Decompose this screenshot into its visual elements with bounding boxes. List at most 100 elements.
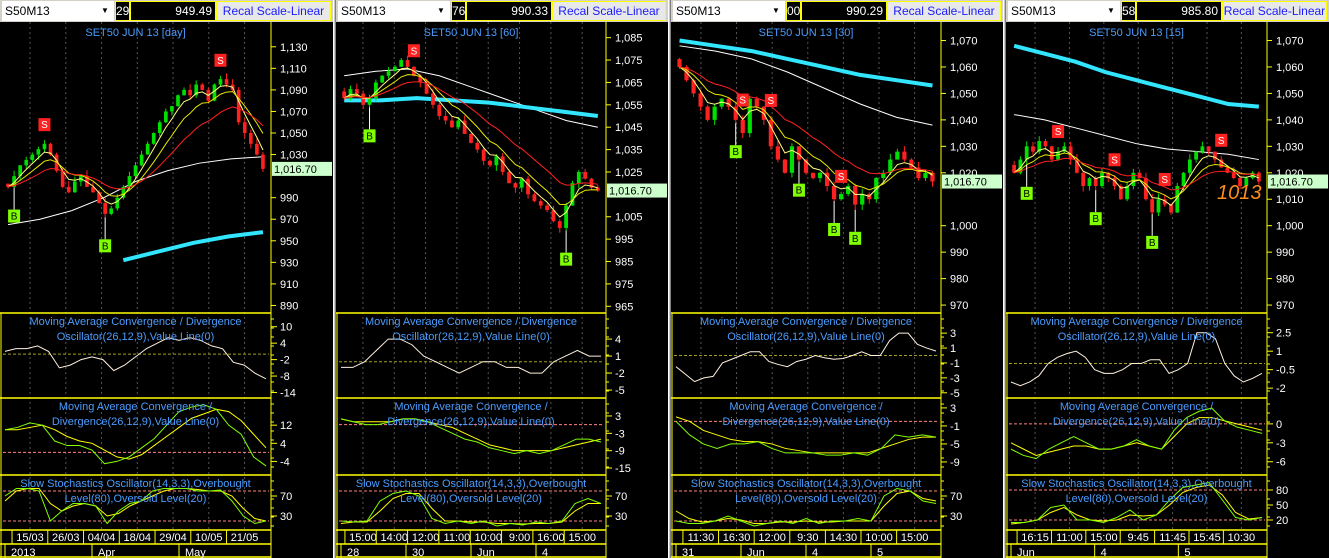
candle bbox=[726, 98, 731, 107]
indicator-title: Moving Average Convergence / Divergence bbox=[30, 316, 242, 328]
candle bbox=[789, 146, 795, 173]
chart-toolbar: S50M13 ▼ 00 990.29 Recal Scale-Linear bbox=[671, 0, 1003, 22]
indicator-tick-label: -5 bbox=[615, 385, 625, 397]
buy-signal[interactable] bbox=[99, 239, 112, 253]
price-chart[interactable]: SET50 JUN 13 [30] 1,070 1,060 1,050 1,040 1,0… bbox=[671, 22, 1003, 558]
sell-signal[interactable] bbox=[764, 93, 777, 107]
buy-signal[interactable] bbox=[828, 223, 841, 237]
indicator-tick-label: 1 bbox=[950, 343, 956, 355]
chevron-down-icon[interactable]: ▼ bbox=[772, 6, 780, 15]
indicator-title: Divergence(26,12,9),Value Line(0) bbox=[52, 416, 219, 428]
date-label: 11:00 bbox=[444, 532, 471, 544]
sell-signal[interactable] bbox=[1158, 172, 1171, 186]
date-label: 10:30 bbox=[1228, 532, 1256, 544]
candle bbox=[1037, 141, 1042, 152]
last-price-tag bbox=[1268, 174, 1328, 189]
date-label: 15:00 bbox=[568, 532, 596, 544]
buy-signal[interactable] bbox=[1020, 186, 1033, 200]
sell-signal[interactable] bbox=[736, 93, 749, 107]
panel-splitter[interactable] bbox=[668, 0, 671, 558]
sell-signal[interactable] bbox=[1215, 133, 1228, 147]
panel-splitter[interactable] bbox=[1003, 0, 1006, 558]
candle bbox=[1169, 204, 1173, 213]
recal-scale-button[interactable]: Recal Scale-Linear bbox=[552, 1, 666, 21]
candle bbox=[12, 176, 16, 187]
sell-signal[interactable] bbox=[38, 118, 51, 132]
symbol-select[interactable]: S50M13 ▼ bbox=[1008, 1, 1120, 21]
candle bbox=[570, 183, 575, 206]
candle bbox=[139, 154, 144, 166]
date-label: 9:00 bbox=[509, 532, 530, 544]
candle bbox=[236, 89, 241, 123]
last-price-value: 1,016.70 bbox=[609, 186, 652, 198]
symbol-select[interactable]: S50M13 ▼ bbox=[673, 1, 785, 21]
price-chart[interactable]: SET50 JUN 13 [day] 1,130 1,110 1,090 1,070 1,… bbox=[0, 22, 333, 558]
sell-signal[interactable] bbox=[835, 169, 848, 183]
candle bbox=[200, 84, 205, 90]
candle bbox=[1244, 178, 1249, 187]
chevron-down-icon[interactable]: ▼ bbox=[101, 6, 109, 15]
date-label: 16:30 bbox=[723, 532, 751, 544]
price-chart[interactable]: SET50 JUN 13 [60] 1,085 1,075 1,065 1,055 1,0… bbox=[336, 22, 668, 558]
macd2-yellow-line bbox=[340, 418, 602, 452]
candle bbox=[1200, 146, 1205, 152]
buy-signal[interactable] bbox=[729, 145, 742, 159]
buy-signal[interactable] bbox=[363, 129, 376, 143]
buy-signal[interactable] bbox=[560, 252, 573, 266]
candle bbox=[188, 89, 192, 96]
chevron-down-icon[interactable]: ▼ bbox=[1107, 6, 1115, 15]
candle bbox=[18, 165, 22, 177]
candle bbox=[1194, 151, 1198, 160]
candle bbox=[488, 160, 492, 166]
candle bbox=[170, 106, 174, 112]
date-label: 11:30 bbox=[688, 532, 715, 544]
moving-average-line bbox=[1014, 157, 1259, 191]
macd2-green-line bbox=[1010, 407, 1263, 460]
indicator-tick-label: 1 bbox=[1276, 346, 1282, 358]
price-tick-label: 1,060 bbox=[950, 62, 978, 74]
buy-signal[interactable] bbox=[849, 231, 862, 245]
chevron-down-icon[interactable]: ▼ bbox=[437, 6, 445, 15]
date-label: 21/05 bbox=[231, 532, 259, 544]
candle bbox=[97, 192, 101, 204]
month-label: 4 bbox=[812, 547, 818, 558]
panel-splitter[interactable] bbox=[333, 0, 336, 558]
sell-signal[interactable] bbox=[407, 44, 420, 58]
price-tick-label: 1,040 bbox=[1276, 115, 1304, 127]
buy-signal[interactable] bbox=[1146, 235, 1159, 249]
candle bbox=[564, 205, 569, 228]
buy-signal[interactable] bbox=[8, 209, 21, 223]
sell-signal[interactable] bbox=[1052, 125, 1065, 139]
last-price-tag bbox=[272, 161, 332, 176]
month-label: 30 bbox=[412, 547, 424, 558]
buy-signal[interactable] bbox=[792, 183, 805, 197]
candle bbox=[24, 159, 29, 166]
sell-signal[interactable] bbox=[1108, 153, 1121, 167]
candle bbox=[1118, 186, 1123, 200]
candle bbox=[513, 183, 518, 188]
symbol-select[interactable]: S50M13 ▼ bbox=[338, 1, 450, 21]
date-label: 10:00 bbox=[474, 532, 502, 544]
candle bbox=[909, 159, 914, 168]
stoch-green-line bbox=[340, 490, 602, 527]
recal-scale-button[interactable]: Recal Scale-Linear bbox=[887, 1, 1001, 21]
recal-scale-button[interactable]: Recal Scale-Linear bbox=[216, 1, 331, 21]
indicator-tick-label: -3 bbox=[950, 373, 960, 385]
price-chart[interactable]: SET50 JUN 13 [15] 1,070 1,060 1,050 1,040 1,0… bbox=[1006, 22, 1329, 558]
candle bbox=[860, 193, 865, 205]
indicator-title: Oscillator(26,12,9),Value Line(0) bbox=[727, 331, 885, 343]
buy-signal[interactable] bbox=[1089, 212, 1102, 226]
recal-scale-button[interactable]: Recal Scale-Linear bbox=[1222, 1, 1327, 21]
candle bbox=[1156, 199, 1161, 213]
indicator-title: Moving Average Convergence / Divergence bbox=[700, 316, 912, 328]
candle bbox=[923, 172, 928, 179]
indicator-tick-label: -2 bbox=[1276, 383, 1286, 395]
candle bbox=[1206, 146, 1211, 152]
stoch-yellow-line bbox=[340, 493, 601, 525]
sell-signal[interactable] bbox=[214, 53, 227, 67]
month-label: Jun bbox=[747, 547, 765, 558]
indicator-tick-label: 70 bbox=[615, 491, 627, 503]
month-label: 5 bbox=[1184, 547, 1190, 558]
price-tick-label: 1,110 bbox=[280, 63, 307, 75]
symbol-select[interactable]: S50M13 ▼ bbox=[2, 1, 114, 21]
